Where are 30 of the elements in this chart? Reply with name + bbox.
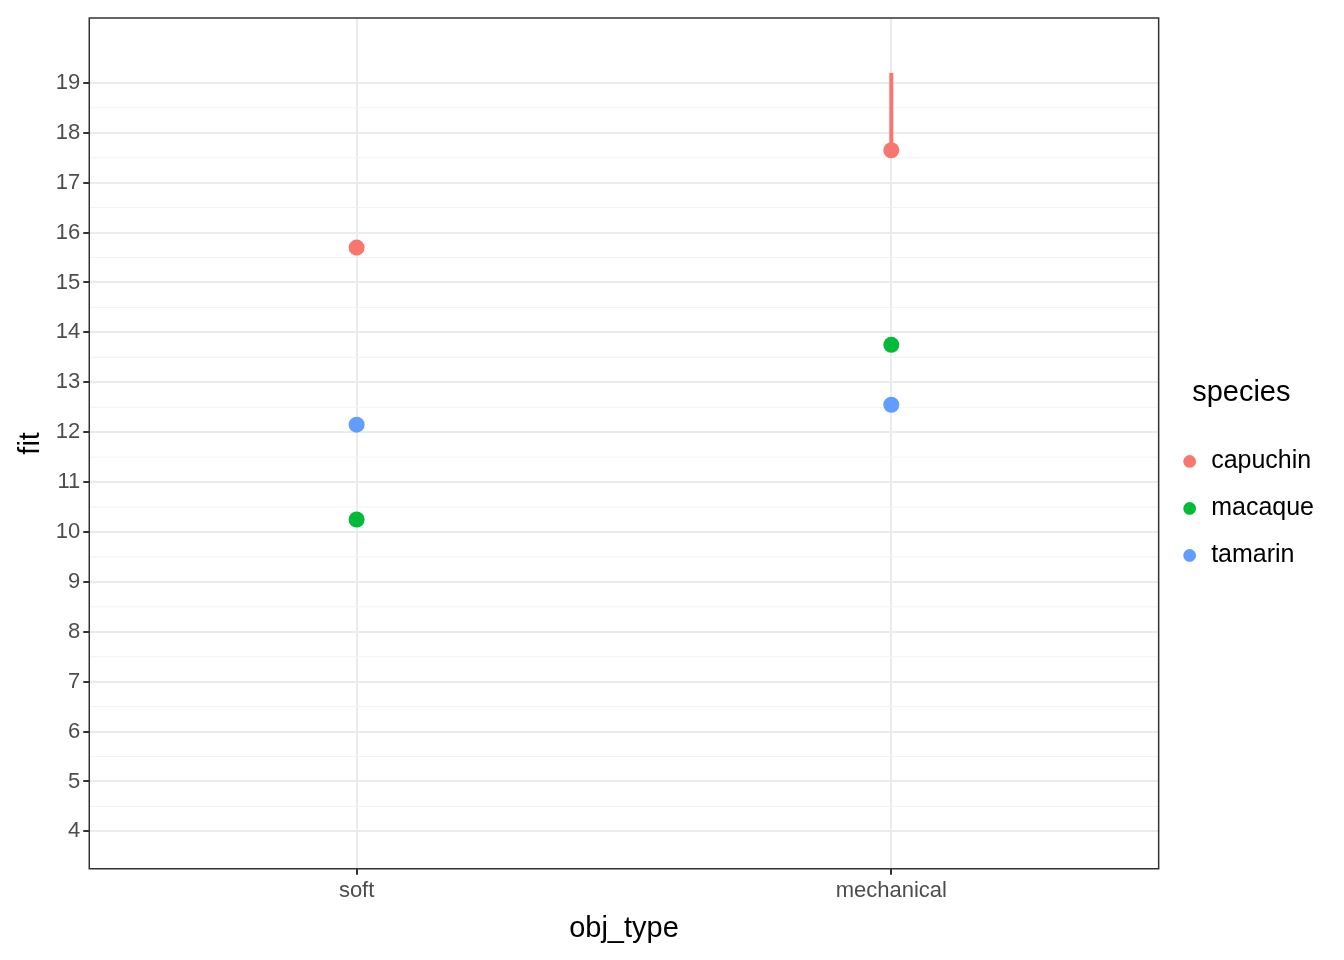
y-tick-label: 9 <box>68 567 81 593</box>
y-tick-label: 15 <box>55 268 81 294</box>
y-tick-label: 17 <box>55 168 81 194</box>
y-tick-label: 8 <box>68 617 81 643</box>
point <box>883 142 900 159</box>
y-tick-label: 10 <box>55 518 81 544</box>
point <box>883 336 900 353</box>
legend-label: tamarin <box>1211 539 1295 568</box>
y-tick-label: 12 <box>55 418 81 444</box>
y-tick-label: 19 <box>55 68 81 94</box>
y-tick-label: 7 <box>68 667 81 693</box>
x-axis-title: obj_type <box>569 910 679 943</box>
legend-label: capuchin <box>1211 445 1312 474</box>
y-tick-label: 11 <box>57 468 81 494</box>
legend-title: species <box>1192 374 1291 407</box>
y-tick-label: 4 <box>68 817 81 843</box>
y-tick-label: 5 <box>68 767 81 793</box>
y-tick-label: 6 <box>68 717 81 743</box>
y-tick-label: 13 <box>55 368 81 394</box>
y-tick-label: 18 <box>55 118 81 144</box>
point <box>348 511 365 528</box>
point <box>348 239 365 256</box>
y-axis-title: fit <box>13 432 46 455</box>
y-tick-label: 16 <box>55 218 81 244</box>
y-tick-label: 14 <box>55 318 81 344</box>
point <box>348 416 365 433</box>
x-tick-label: soft <box>338 877 375 903</box>
point <box>883 396 900 413</box>
x-tick-label: mechanical <box>835 877 947 903</box>
legend-label: macaque <box>1211 492 1315 521</box>
